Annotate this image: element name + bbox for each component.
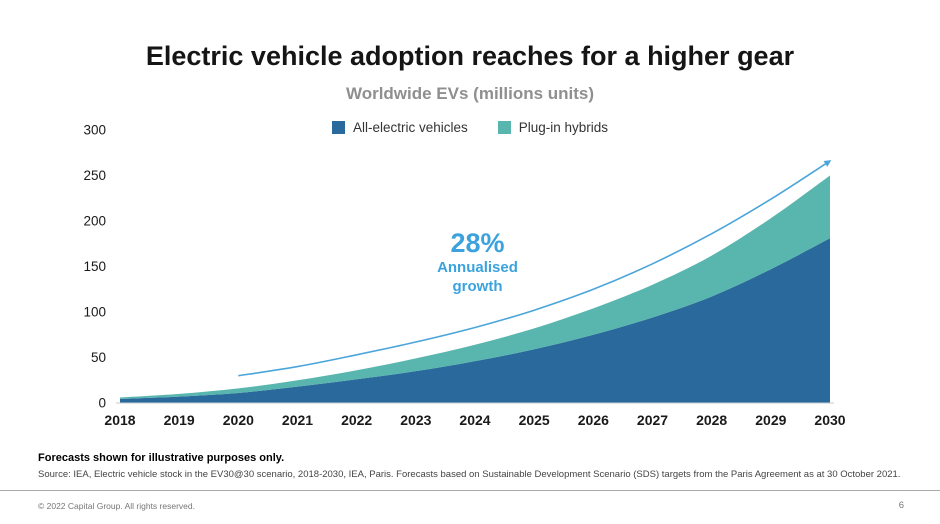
- y-tick-label: 300: [83, 123, 106, 138]
- legend-item-plugin-hybrids: Plug-in hybrids: [497, 120, 609, 135]
- x-tick-label: 2019: [164, 412, 195, 428]
- source-text: Source: IEA, Electric vehicle stock in t…: [38, 469, 901, 480]
- y-tick-label: 0: [98, 396, 106, 411]
- page-number: 6: [898, 500, 904, 511]
- legend-label-plugin-hybrids: Plug-in hybrids: [518, 120, 609, 135]
- x-tick-label: 2024: [459, 412, 490, 428]
- y-tick-label: 250: [83, 168, 106, 183]
- x-tick-label: 2020: [223, 412, 254, 428]
- copyright-text: © 2022 Capital Group. All rights reserve…: [38, 501, 195, 511]
- x-tick-label: 2025: [519, 412, 550, 428]
- growth-trend-arrow: [238, 160, 832, 377]
- x-tick-label: 2029: [755, 412, 786, 428]
- legend-swatch-all-electric-icon: [331, 121, 345, 134]
- legend-swatch-plugin-hybrids-icon: [497, 121, 511, 134]
- legend-label-all-electric: All-electric vehicles: [352, 120, 468, 135]
- x-tick-label: 2030: [814, 412, 845, 428]
- x-tick-label: 2027: [637, 412, 668, 428]
- x-tick-label: 2026: [578, 412, 609, 428]
- area-series-1: [120, 175, 830, 399]
- y-tick-label: 200: [83, 214, 106, 229]
- x-tick-label: 2021: [282, 412, 313, 428]
- x-tick-label: 2028: [696, 412, 727, 428]
- y-tick-label: 50: [91, 350, 106, 365]
- area-series-0: [120, 238, 830, 403]
- x-tick-label: 2023: [400, 412, 431, 428]
- legend-item-all-electric: All-electric vehicles: [331, 120, 468, 135]
- growth-label-line1: Annualised: [437, 259, 518, 276]
- growth-annotation: 28% Annualised growth: [395, 228, 560, 296]
- x-tick-label: 2022: [341, 412, 372, 428]
- chart-subtitle: Worldwide EVs (millions units): [345, 84, 595, 103]
- growth-label-line2: growth: [452, 278, 503, 295]
- chart-legend: All-electric vehicles Plug-in hybrids: [0, 120, 940, 135]
- disclaimer-text: Forecasts shown for illustrative purpose…: [38, 452, 285, 464]
- x-tick-label: 2018: [104, 412, 135, 428]
- chart-title: Electric vehicle adoption reaches for a …: [145, 41, 795, 71]
- y-tick-label: 100: [83, 305, 106, 320]
- footer-divider: [0, 490, 940, 491]
- ev-stacked-area-chart: 0 50 100 150 200 250 300 2018 2019 2020 2021 2022 20…: [83, 123, 845, 429]
- y-tick-label: 150: [83, 259, 106, 274]
- growth-percentage: 28%: [450, 228, 505, 258]
